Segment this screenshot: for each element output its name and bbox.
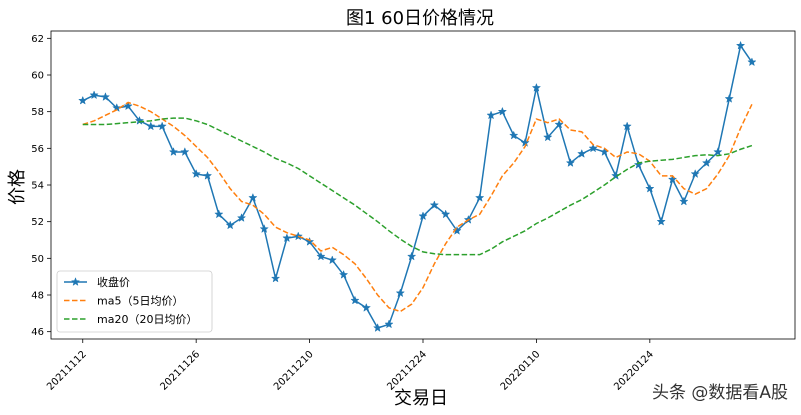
y-axis-title: 价格 bbox=[7, 169, 28, 205]
data-point bbox=[452, 225, 462, 235]
data-point bbox=[225, 220, 235, 230]
data-point bbox=[679, 196, 689, 206]
data-point bbox=[395, 288, 405, 298]
data-point bbox=[236, 213, 247, 222]
data-point bbox=[735, 40, 746, 50]
data-point bbox=[475, 192, 485, 202]
x-tick-label: 20211210 bbox=[272, 349, 316, 393]
x-tick-label: 20211112 bbox=[45, 349, 89, 393]
x-tick-label: 20220124 bbox=[612, 349, 656, 393]
data-point bbox=[100, 92, 111, 101]
data-point bbox=[690, 169, 700, 178]
data-point bbox=[78, 95, 88, 105]
data-point bbox=[361, 302, 371, 312]
legend-label: 收盘价 bbox=[97, 275, 130, 289]
data-point bbox=[248, 192, 258, 202]
data-point bbox=[747, 57, 757, 67]
y-tick-label: 58 bbox=[31, 107, 44, 118]
data-point bbox=[667, 174, 678, 184]
data-point bbox=[588, 143, 598, 153]
data-point bbox=[350, 295, 360, 305]
y-tick-label: 46 bbox=[31, 327, 44, 338]
data-point bbox=[633, 159, 644, 169]
legend: 收盘价 ma5（5日均价） ma20（20日均价） bbox=[56, 270, 213, 333]
y-tick-label: 54 bbox=[31, 181, 44, 192]
legend-label: ma20（20日均价） bbox=[97, 313, 197, 326]
data-point bbox=[497, 106, 508, 116]
x-axis: 20211112 20211126 20211210 20211224 20220110… bbox=[45, 339, 656, 393]
legend-marker bbox=[70, 277, 81, 286]
data-point bbox=[724, 93, 734, 103]
y-tick-label: 56 bbox=[31, 144, 44, 155]
x-axis-title: 交易日 bbox=[394, 388, 448, 409]
data-point bbox=[645, 183, 655, 193]
data-point bbox=[191, 169, 201, 178]
data-point bbox=[180, 147, 190, 156]
data-point bbox=[441, 209, 451, 219]
legend-box bbox=[56, 270, 213, 333]
data-point bbox=[146, 121, 156, 131]
data-point bbox=[89, 90, 99, 100]
data-point bbox=[622, 121, 632, 131]
data-point bbox=[656, 216, 666, 226]
chart-title: 图1 60日价格情况 bbox=[346, 8, 494, 29]
data-point bbox=[418, 211, 428, 221]
data-point bbox=[577, 148, 587, 158]
watermark-text: 头条 @数据看A股 bbox=[652, 383, 788, 403]
y-tick-label: 62 bbox=[31, 34, 44, 45]
data-point bbox=[406, 251, 417, 261]
x-tick-label: 20211224 bbox=[385, 349, 429, 393]
data-point bbox=[327, 255, 337, 265]
y-tick-label: 52 bbox=[31, 217, 44, 228]
data-point bbox=[134, 115, 145, 125]
data-point bbox=[565, 158, 576, 167]
data-point bbox=[486, 110, 496, 120]
data-point bbox=[543, 132, 553, 142]
data-point bbox=[384, 319, 394, 329]
data-point bbox=[304, 236, 315, 246]
data-point bbox=[429, 200, 440, 210]
data-point bbox=[270, 273, 281, 283]
series-line-1 bbox=[82, 43, 753, 329]
data-point bbox=[509, 130, 519, 140]
y-axis: 46 48 50 52 54 56 58 60 62 bbox=[31, 34, 51, 338]
y-tick-label: 48 bbox=[31, 291, 44, 302]
data-point bbox=[531, 82, 542, 92]
data-point bbox=[202, 170, 213, 180]
data-point bbox=[214, 209, 224, 219]
data-point bbox=[316, 251, 326, 261]
legend-label: ma5（5日均价） bbox=[97, 295, 183, 308]
series-line-3 bbox=[82, 117, 753, 256]
data-point bbox=[282, 233, 292, 243]
x-tick-label: 20211126 bbox=[159, 349, 203, 393]
x-tick-label: 20220110 bbox=[499, 349, 543, 393]
data-point bbox=[157, 121, 167, 131]
data-point bbox=[123, 101, 133, 111]
data-point bbox=[713, 147, 723, 156]
y-tick-label: 60 bbox=[31, 71, 44, 82]
data-point bbox=[168, 147, 179, 156]
data-point bbox=[372, 323, 383, 332]
series-layer bbox=[78, 40, 757, 332]
y-tick-label: 50 bbox=[31, 254, 44, 265]
data-point bbox=[554, 119, 564, 129]
data-point bbox=[701, 158, 712, 167]
data-point bbox=[259, 224, 269, 233]
series-line-2 bbox=[82, 101, 753, 313]
data-point bbox=[338, 269, 349, 279]
